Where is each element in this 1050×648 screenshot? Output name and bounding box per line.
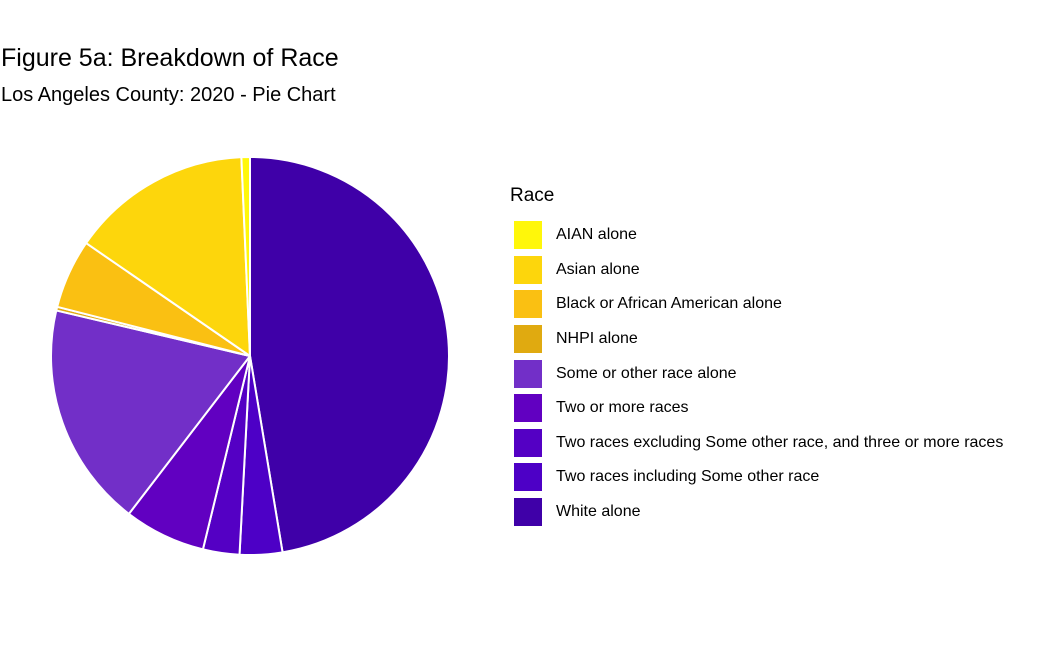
chart-legend: Race AIAN alone Asian alone Black or Afric… <box>510 183 1003 529</box>
legend-label: Some or other race alone <box>556 364 737 382</box>
pie-slice-aian-alone <box>240 156 251 357</box>
chart-subtitle: Los Angeles County: 2020 - Pie Chart <box>1 84 336 106</box>
legend-label: Black or African American alone <box>556 295 782 313</box>
legend-item-two-races-excluding-some-other-race-and-three-or-more-races: Two races excluding Some other race, and… <box>510 426 1003 461</box>
legend-label: Two or more races <box>556 399 689 417</box>
legend-label: White alone <box>556 503 641 521</box>
legend-label: NHPI alone <box>556 330 638 348</box>
legend-label: Asian alone <box>556 260 640 278</box>
legend-key <box>514 359 542 388</box>
pie-slice-some-or-other-race-alone <box>50 309 251 515</box>
legend-item-two-or-more-races: Two or more races <box>510 391 1003 426</box>
legend-label: Two races excluding Some other race, and… <box>556 433 1004 451</box>
legend-key <box>514 221 542 250</box>
chart-title: Figure 5a: Breakdown of Race <box>1 44 339 72</box>
legend-title: Race <box>510 185 555 206</box>
legend-item-nhpi-alone: NHPI alone <box>510 322 1003 357</box>
pie-slice-asian-alone <box>85 156 251 357</box>
legend-item-two-races-including-some-other-race: Two races including Some other race <box>510 460 1003 495</box>
legend-key <box>514 498 542 527</box>
legend-key <box>514 428 542 457</box>
legend-key <box>514 325 542 354</box>
legend-label: Two races including Some other race <box>556 468 820 486</box>
legend-item-black-or-african-american-alone: Black or African American alone <box>510 287 1003 322</box>
legend-key <box>514 255 542 284</box>
legend-key <box>514 463 542 492</box>
legend-item-some-or-other-race-alone: Some or other race alone <box>510 356 1003 391</box>
legend-item-asian-alone: Asian alone <box>510 253 1003 288</box>
legend-key <box>514 394 542 423</box>
legend-key <box>514 290 542 319</box>
legend-label: AIAN alone <box>556 226 637 244</box>
legend-item-aian-alone: AIAN alone <box>510 218 1003 253</box>
legend-items: AIAN alone Asian alone Black or African Am… <box>510 218 1003 529</box>
legend-item-white-alone: White alone <box>510 495 1003 530</box>
pie-slice-white-alone <box>249 156 450 554</box>
